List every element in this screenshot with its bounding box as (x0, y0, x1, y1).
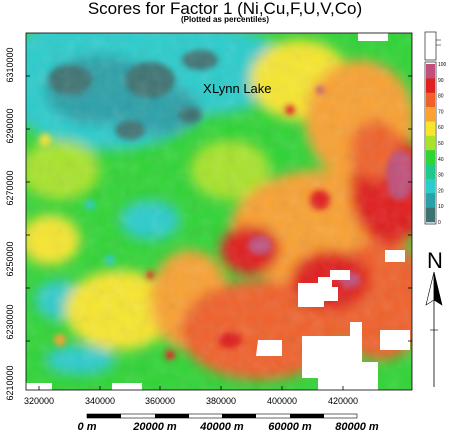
legend-swatch (426, 64, 435, 79)
scale-label: 60000 m (268, 421, 312, 433)
north-label: N (427, 248, 443, 273)
legend-swatch (426, 121, 435, 137)
place-marker-lynn-lake: X Lynn Lake (203, 81, 272, 96)
x-tick-label: 380000 (206, 396, 236, 406)
north-arrow: N (425, 248, 443, 387)
legend-swatch (426, 178, 435, 194)
map-frame (25, 32, 413, 391)
legend-label: 0 (438, 220, 441, 226)
legend-swatch (426, 150, 435, 165)
scale-bar: 0 m 20000 m 40000 m 60000 m 80000 m (78, 413, 379, 433)
map-subtitle: (Plotted as percentiles) (180, 15, 270, 24)
legend-label: 20 (438, 188, 444, 194)
map-surface (26, 33, 412, 390)
legend-label: 30 (438, 173, 444, 179)
x-tick-label: 400000 (267, 396, 297, 406)
scale-label: 0 m (78, 421, 97, 433)
place-cross-icon: X (203, 81, 212, 96)
legend-swatch (426, 92, 435, 108)
legend-swatch (426, 164, 435, 180)
x-tick-label: 420000 (328, 396, 358, 406)
y-tick-label: 6310000 (5, 47, 15, 82)
legend-label: 90 (438, 78, 444, 84)
y-tick-label: 6270000 (5, 170, 15, 205)
y-axis: 6310000 6290000 6270000 6250000 6230000 … (5, 47, 412, 401)
legend-label: 80 (438, 94, 444, 100)
legend-swatch (426, 193, 435, 208)
x-tick-label: 360000 (145, 396, 175, 406)
legend-label: 50 (438, 141, 444, 147)
no-data-areas (26, 33, 410, 390)
arrow-head-icon (425, 271, 435, 306)
legend-label: 60 (438, 125, 444, 131)
x-axis: 320000 340000 360000 380000 400000 42000… (24, 386, 358, 406)
map-title: Scores for Factor 1 (Ni,Cu,F,U,V,Co) (87, 0, 363, 18)
x-tick-label: 340000 (85, 396, 115, 406)
legend-swatch (426, 207, 435, 223)
y-tick-label: 6290000 (5, 108, 15, 143)
scale-label: 40000 m (199, 421, 244, 433)
scale-label: 80000 m (335, 421, 379, 433)
legend-label: 10 (438, 204, 444, 210)
x-tick-label: 320000 (24, 396, 54, 406)
legend-swatch (426, 78, 435, 94)
legend-label: 70 (438, 109, 444, 115)
legend-swatch (426, 135, 435, 151)
legend-swatch (426, 107, 435, 122)
scale-label: 20000 m (132, 421, 177, 433)
y-tick-label: 6230000 (5, 304, 15, 339)
legend-label: 40 (438, 157, 444, 163)
y-tick-label: 6210000 (5, 365, 15, 400)
y-tick-label: 6250000 (5, 241, 15, 276)
legend-label: 100 (438, 62, 447, 68)
place-label: Lynn Lake (212, 81, 272, 96)
